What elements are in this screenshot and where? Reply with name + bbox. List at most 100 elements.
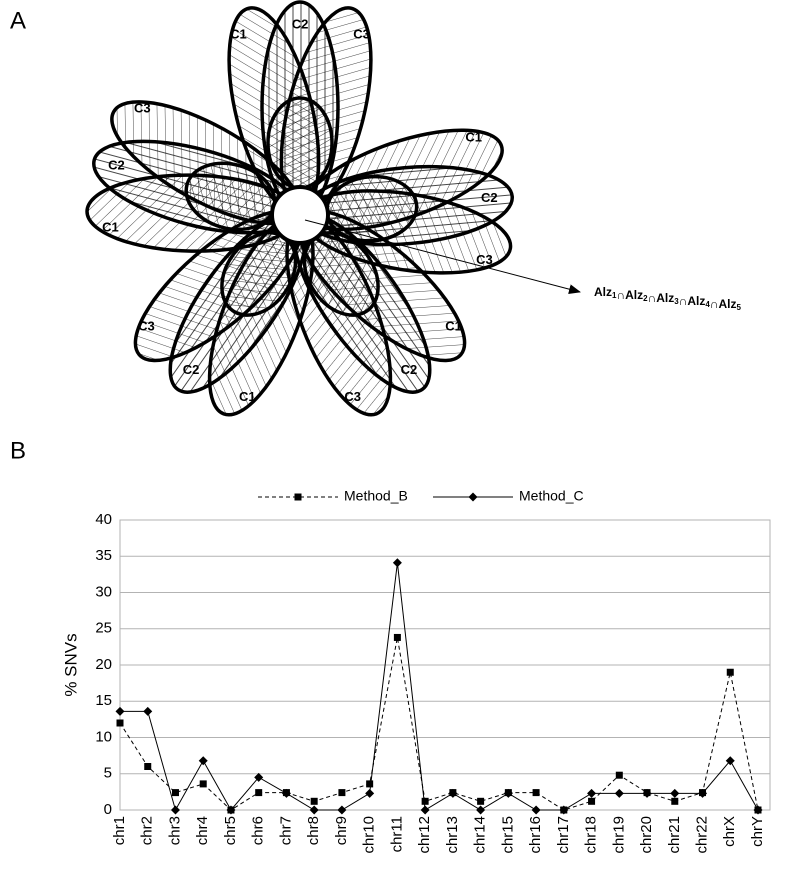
petal-label: C3	[344, 389, 361, 404]
x-tick-label: chr1	[111, 816, 128, 845]
y-tick-label: 20	[95, 656, 112, 673]
x-tick-label: chr20	[638, 816, 655, 854]
petal-label: C3	[476, 252, 493, 267]
petal-label: C1	[230, 27, 247, 42]
marker	[366, 780, 374, 788]
y-tick-label: 0	[104, 801, 112, 818]
operator: ∩	[710, 297, 719, 311]
plot-frame	[119, 519, 771, 811]
x-tick-label: chr6	[250, 816, 267, 845]
y-tick-label: 10	[95, 728, 112, 745]
x-tick-label: chr7	[277, 816, 294, 845]
marker	[199, 780, 207, 788]
series-line	[120, 562, 759, 812]
petal-label: C2	[292, 16, 309, 31]
x-tick-label: chr4	[194, 816, 211, 845]
marker	[725, 756, 735, 766]
marker	[365, 788, 375, 798]
y-tick-label: 15	[95, 692, 112, 709]
series-line	[119, 637, 759, 811]
term-sub: 3	[674, 297, 679, 306]
marker	[310, 797, 318, 805]
petal-label: C1	[102, 219, 119, 234]
marker	[116, 719, 124, 727]
operator: ∩	[679, 294, 688, 308]
marker	[588, 797, 596, 805]
y-tick-label: 25	[95, 620, 112, 637]
marker	[559, 805, 569, 815]
marker	[226, 805, 236, 815]
x-tick-label: chr9	[333, 816, 350, 845]
y-tick-label: 40	[95, 511, 112, 528]
term-sub: 2	[643, 294, 648, 303]
petal-label: C1	[465, 129, 482, 144]
marker	[170, 805, 180, 815]
marker	[115, 706, 125, 716]
arrow	[304, 219, 581, 295]
x-tick-label: chrY	[749, 816, 766, 847]
legend-label: Method_C	[519, 488, 584, 504]
petal-label: C2	[401, 362, 418, 377]
petal-label: C1	[445, 318, 462, 333]
x-tick-label: chr3	[166, 816, 183, 845]
petal-label: C2	[108, 157, 125, 172]
operator: ∩	[648, 291, 657, 305]
x-tick-label: chr17	[555, 816, 572, 854]
panel-label: B	[10, 437, 26, 464]
marker	[503, 788, 513, 798]
x-tick-label: chr13	[444, 816, 461, 854]
x-tick-label: chrX	[721, 816, 738, 847]
marker	[698, 788, 708, 798]
petal-label: C3	[138, 318, 155, 333]
marker	[615, 771, 623, 779]
marker	[671, 797, 679, 805]
x-tick-label: chr14	[472, 816, 489, 854]
intersection-label: Alz1∩Alz2∩Alz3∩Alz4∩Alz5	[594, 285, 742, 312]
marker	[642, 788, 652, 798]
marker	[421, 797, 429, 805]
marker	[753, 805, 763, 815]
marker	[448, 788, 458, 798]
term-base: Alz	[594, 285, 612, 299]
y-tick-label: 35	[95, 547, 112, 564]
x-tick-label: chr15	[499, 816, 516, 854]
legend-label: Method_B	[344, 488, 408, 504]
marker	[338, 789, 346, 797]
marker	[420, 805, 430, 815]
petal-label: C3	[134, 100, 151, 115]
petal-label: C3	[353, 27, 370, 42]
marker	[337, 805, 347, 815]
petal-label: C2	[183, 362, 200, 377]
venn-diagram: C1C2C3C1C2C3C1C2C3C1C2C3C1C2C3Alz1∩Alz2∩…	[85, 0, 742, 417]
x-tick-label: chr8	[305, 816, 322, 845]
x-tick-label: chr11	[388, 816, 405, 852]
y-axis-label: % SNVs	[61, 633, 80, 696]
y-tick-label: 5	[104, 765, 112, 782]
marker	[477, 797, 485, 805]
term-base: Alz	[656, 291, 674, 305]
x-tick-label: chr21	[666, 816, 683, 854]
marker	[726, 668, 734, 676]
marker	[171, 789, 179, 797]
marker	[476, 805, 486, 815]
term-sub: 5	[737, 303, 742, 312]
x-tick-label: chr18	[583, 816, 600, 854]
marker	[255, 789, 263, 797]
y-tick-label: 30	[95, 583, 112, 600]
line-chart: 0 5 10 15 20 25 30 35 40 % SNVs chr1 chr2 chr3 chr4 ch…	[61, 488, 771, 854]
x-tick-label: chr5	[222, 816, 239, 845]
marker	[144, 763, 152, 770]
term-base: Alz	[719, 297, 737, 311]
term-sub: 4	[705, 300, 710, 309]
x-tick-label: chr22	[693, 816, 710, 854]
core	[270, 185, 330, 245]
x-tick-label: chr16	[527, 816, 544, 854]
marker	[587, 788, 597, 798]
marker	[309, 805, 319, 815]
marker	[254, 772, 264, 782]
term-base: Alz	[687, 294, 705, 308]
marker	[393, 633, 401, 641]
x-tick-label: chr12	[416, 816, 433, 854]
legend-marker	[468, 492, 478, 502]
